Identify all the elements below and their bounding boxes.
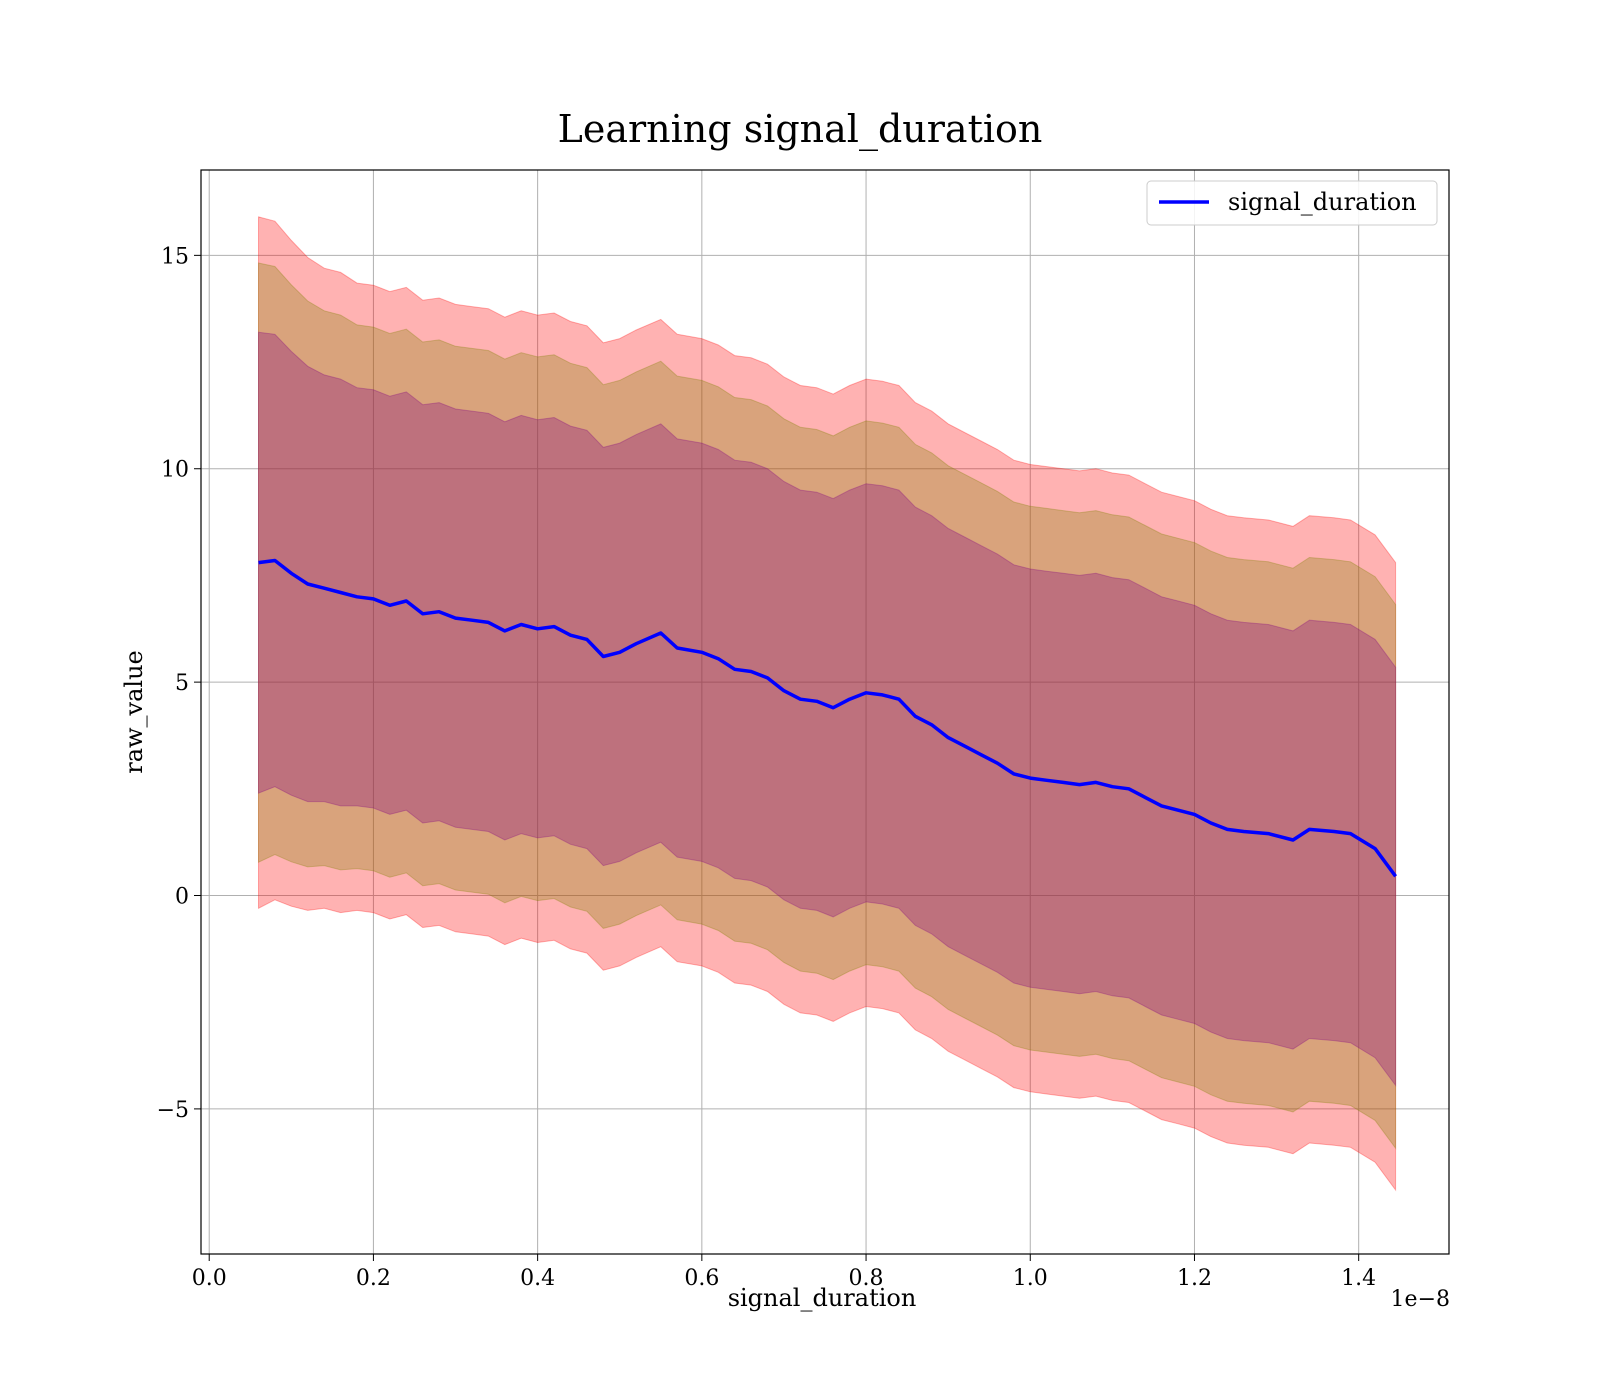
legend-label: signal_duration (1228, 188, 1417, 216)
x-tick-label: 1.2 (1177, 1266, 1212, 1291)
x-tick-label: 1.0 (1013, 1266, 1048, 1291)
plot-area (201, 170, 1449, 1254)
y-tick-label: 10 (161, 458, 189, 483)
grid-lines (201, 170, 1449, 1254)
y-tick-label: 15 (161, 244, 189, 269)
legend-box (1146, 180, 1438, 226)
series-lines (258, 558, 1398, 878)
x-tick-label: 0.8 (849, 1266, 884, 1291)
x-axis-offset-label: 1e−8 (1391, 1287, 1450, 1312)
plot-background (201, 170, 1449, 1254)
y-axis-ticks: −5 0 5 10 15 (157, 244, 201, 1123)
x-axis-label: signal_duration (728, 1284, 917, 1312)
series-line-signal_duration (258, 558, 1398, 878)
y-tick-label: −5 (157, 1098, 189, 1123)
legend: signal_duration (1146, 180, 1438, 226)
y-tick-label: 0 (175, 885, 189, 910)
x-tick-label: 0.0 (192, 1266, 227, 1291)
chart-title: Learning signal_duration (558, 107, 1043, 152)
x-tick-label: 0.6 (684, 1266, 719, 1291)
x-tick-label: 1.4 (1341, 1266, 1376, 1291)
confidence-band-3 (258, 331, 1397, 1087)
plot-border (200, 169, 1450, 1255)
y-axis-label: raw_value (120, 650, 148, 774)
x-axis-ticks: 0.0 0.2 0.4 0.6 0.8 1.0 1.2 1.4 (192, 1254, 1376, 1291)
plot-frame (200, 169, 1450, 1255)
x-tick-label: 0.4 (520, 1266, 555, 1291)
y-tick-label: 5 (175, 671, 189, 696)
x-tick-label: 0.2 (356, 1266, 391, 1291)
